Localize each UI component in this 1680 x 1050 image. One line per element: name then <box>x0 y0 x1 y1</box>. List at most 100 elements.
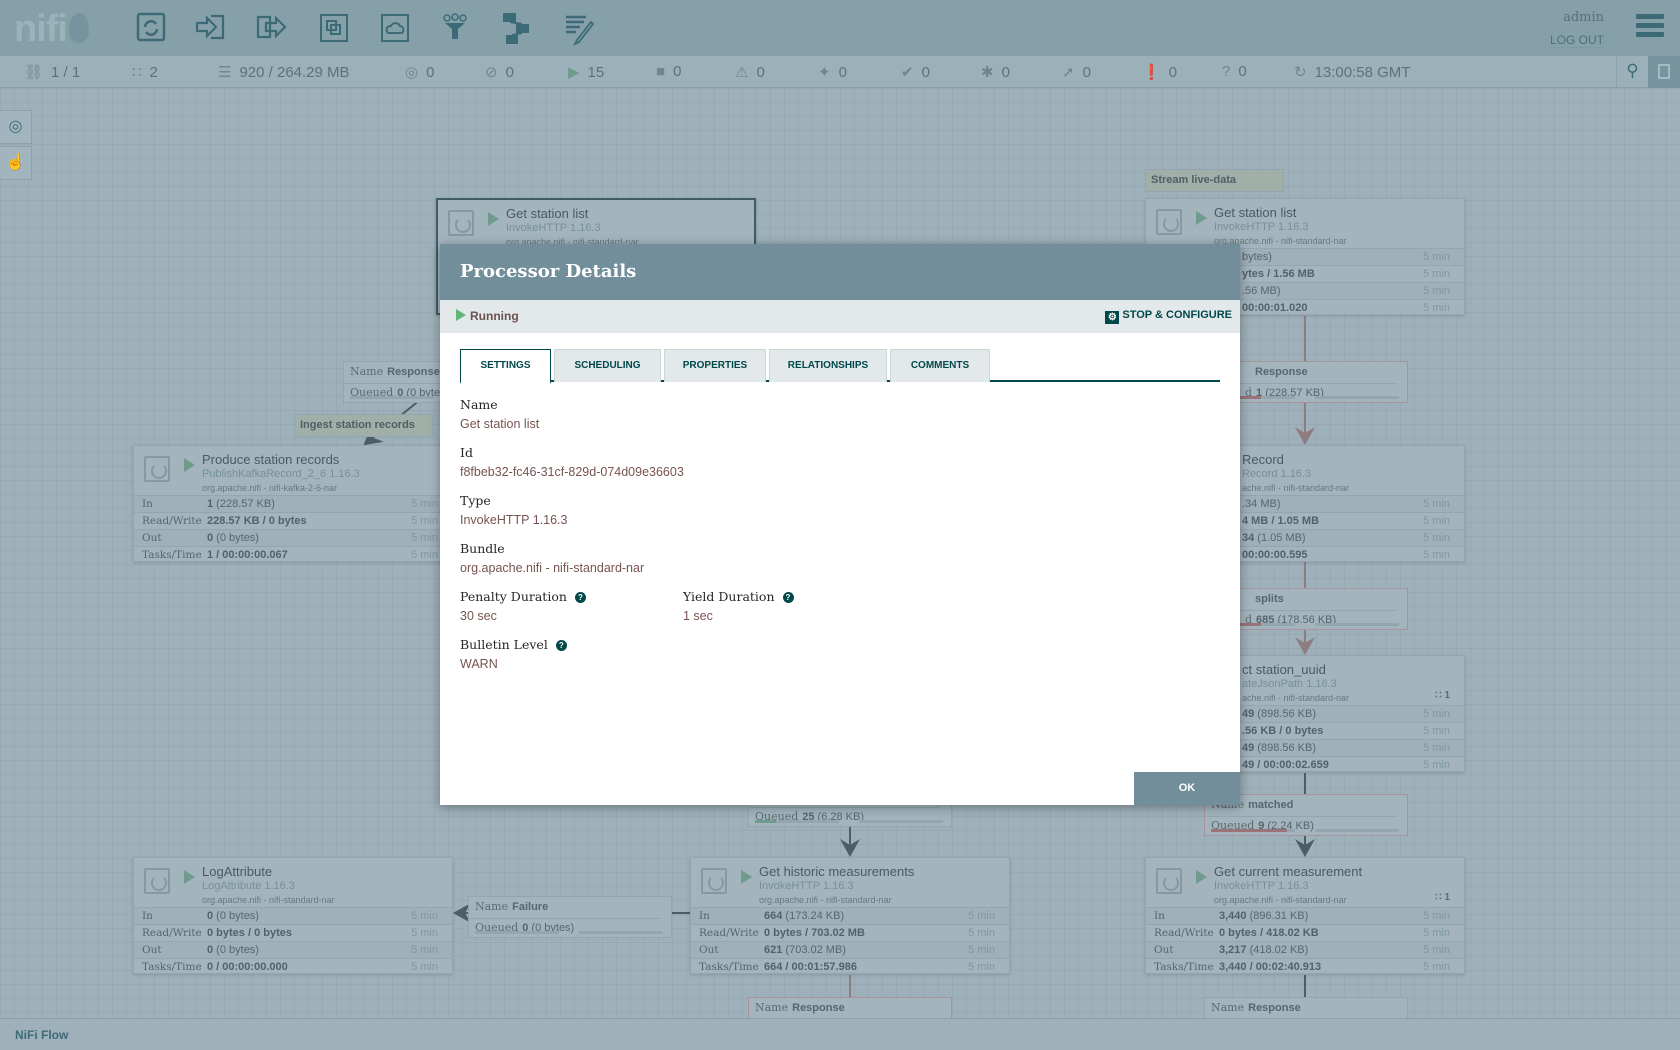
operate-palette-toggle[interactable]: ☝ <box>0 146 32 180</box>
name-label: Name <box>755 1001 789 1014</box>
stat-window: 5 min <box>1423 549 1450 561</box>
processor-bundle: org.apache.nifi - nifi-kafka-2-6-nar <box>202 483 338 493</box>
tab-settings[interactable]: SETTINGS <box>460 349 551 384</box>
template-tool-button[interactable] <box>498 10 534 46</box>
tab-scheduling[interactable]: SCHEDULING <box>554 349 661 382</box>
funnel-tool-button[interactable] <box>437 10 473 46</box>
field-bulletin-level: Bulletin Level? WARN <box>460 637 567 671</box>
threads-icon: ∷ <box>132 64 142 81</box>
search-button[interactable]: ⚲ <box>1616 56 1648 88</box>
processor[interactable]: Get historic measurements InvokeHTTP 1.16… <box>690 857 1010 974</box>
flow-status-bar: ⛓ 1 / 1 ∷ 2 ☰ 920 / 264.29 MB ◎ 0 ⊘ 0 ▶ 15 ■ 0 ⚠ 0 ✦ 0 ✔ 0 ✱… <box>0 56 1680 88</box>
run-state: Running <box>470 309 519 323</box>
transmitting-icon: ◎ <box>405 64 419 81</box>
status-disabled: ✦ 0 <box>818 63 847 81</box>
ok-button[interactable]: OK <box>1134 772 1240 805</box>
bulletin-icon <box>1658 64 1670 79</box>
stat-window: 5 min <box>411 927 438 939</box>
connection-label[interactable]: Name Failure Queued 0 (0 bytes) <box>468 896 672 938</box>
navigate-palette-toggle[interactable]: ◎ <box>0 110 32 144</box>
tab-properties[interactable]: PROPERTIES <box>664 349 766 382</box>
stat-window: 5 min <box>411 532 438 544</box>
stat-value: 34 (1.05 MB) <box>1242 530 1306 546</box>
stat-value: 664 / 00:01:57.986 <box>764 959 857 973</box>
input-port-tool-button[interactable] <box>193 10 229 46</box>
stat-count: 00:00:01.020 <box>1242 302 1308 314</box>
stat-label: In <box>699 910 710 922</box>
processor-type: ateJsonPath 1.16.3 <box>1242 678 1337 690</box>
remote-process-group-tool-button[interactable] <box>377 10 413 46</box>
connection-name: Name Response <box>350 365 440 378</box>
queued-label: d <box>1245 613 1253 626</box>
stopped-icon: ■ <box>656 63 666 80</box>
tab-relationships[interactable]: RELATIONSHIPS <box>769 349 887 382</box>
processor-stats: In 0 (0 bytes) 5 min Read/Write 0 bytes / 0 … <box>134 907 452 973</box>
breadcrumb-bar: NiFi Flow <box>0 1018 1680 1050</box>
status-value: 0 <box>1238 63 1247 80</box>
processor[interactable]: Produce station records PublishKafkaRecor… <box>133 445 453 562</box>
canvas-label[interactable]: Stream live-data <box>1145 169 1284 192</box>
bulletin-board-button[interactable] <box>1648 56 1680 88</box>
queued-count: 0 <box>522 922 529 934</box>
connection-queue: Queued 9 (2.24 KB) <box>1205 816 1397 832</box>
stat-window: 5 min <box>1423 302 1450 314</box>
process-group-tool-button[interactable] <box>316 10 352 46</box>
processor-type: PublishKafkaRecord_2_6 1.16.3 <box>202 468 360 480</box>
stat-count: 3,440 / 00:02:40.913 <box>1219 961 1322 973</box>
label-tool-button[interactable] <box>561 10 597 47</box>
stop-configure-button[interactable]: ⚙ STOP & CONFIGURE <box>1105 309 1232 324</box>
stat-window: 5 min <box>1423 251 1450 263</box>
stat-value: 00:00:01.020 <box>1242 300 1308 314</box>
stat-value: 4 MB / 1.05 MB <box>1242 513 1319 529</box>
global-menu-button[interactable] <box>1636 14 1664 41</box>
stat-count: 0 <box>207 532 214 544</box>
processor[interactable]: LogAttribute LogAttribute 1.16.3 org.apach… <box>133 857 453 974</box>
output-port-tool-button[interactable] <box>254 10 290 46</box>
help-icon[interactable]: ? <box>782 592 794 603</box>
stat-window: 5 min <box>1423 498 1450 510</box>
gear-icon: ⚙ <box>1105 311 1120 324</box>
processor-type: InvokeHTTP 1.16.3 <box>506 222 601 234</box>
stat-label: Tasks/Time <box>142 961 202 973</box>
field-value: InvokeHTTP 1.16.3 <box>460 513 568 527</box>
processor[interactable]: Get current measurement InvokeHTTP 1.16.3… <box>1145 857 1465 974</box>
processor-name: Get station list <box>506 206 589 221</box>
field-label: Bulletin Level <box>460 637 548 652</box>
stat-window: 5 min <box>1423 515 1450 527</box>
stat-size: (898.56 KB) <box>1254 742 1317 754</box>
cluster-icon: ⛓ <box>24 64 44 81</box>
stat-value: 49 (898.56 KB) <box>1242 740 1316 756</box>
stat-value: 3,440 / 00:02:40.913 <box>1219 959 1322 973</box>
canvas-label[interactable]: Ingest station records <box>294 414 433 437</box>
stat-value: 0 (0 bytes) <box>207 908 259 924</box>
stat-size: (0 bytes) <box>213 910 259 922</box>
stat-label: Read/Write <box>699 927 759 939</box>
stat-count: 664 <box>764 910 783 922</box>
logout-link[interactable]: LOG OUT <box>1549 33 1604 48</box>
tab-comments[interactable]: COMMENTS <box>890 349 990 382</box>
stat-window: 5 min <box>968 961 995 973</box>
breadcrumb-root[interactable]: NiFi Flow <box>15 1028 69 1042</box>
stat-size: .56 MB) <box>1242 285 1281 297</box>
status-cluster: ⛓ 1 / 1 <box>24 63 80 81</box>
field-value: WARN <box>460 657 498 671</box>
funnel-icon <box>443 13 467 39</box>
stat-size: (0 bytes) <box>213 532 259 544</box>
relationship-name: Response <box>1255 366 1308 378</box>
stat-value: 664 (173.24 KB) <box>764 908 844 924</box>
processor-type: Record 1.16.3 <box>1242 468 1312 480</box>
stat-value: 49 / 00:00:02.659 <box>1242 757 1329 771</box>
status-sync-failure: ? 0 <box>1222 63 1247 80</box>
processor-tool-button[interactable] <box>133 10 169 46</box>
stat-size: bytes) <box>1242 251 1272 263</box>
drop-icon <box>68 13 89 43</box>
stat-window: 5 min <box>1423 927 1450 939</box>
help-icon[interactable]: ? <box>555 640 567 651</box>
stats-row: Out 0 (0 bytes) 5 min <box>134 529 452 546</box>
processor-bundle: org.apache.nifi - nifi-standard-nar <box>506 237 639 247</box>
field-value: org.apache.nifi - nifi-standard-nar <box>460 561 645 575</box>
processor-icon <box>1156 868 1182 894</box>
size-backpressure-bar <box>579 931 663 934</box>
help-icon[interactable]: ? <box>574 592 586 603</box>
status-value: 0 <box>1001 64 1010 81</box>
